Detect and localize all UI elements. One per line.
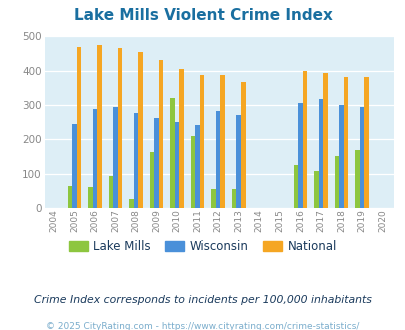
Bar bbox=[215, 111, 220, 208]
Bar bbox=[170, 98, 175, 208]
Bar bbox=[72, 124, 77, 208]
Bar bbox=[313, 171, 318, 208]
Bar bbox=[359, 107, 363, 208]
Bar bbox=[134, 113, 138, 208]
Bar bbox=[179, 69, 183, 208]
Bar bbox=[211, 189, 215, 208]
Text: © 2025 CityRating.com - https://www.cityrating.com/crime-statistics/: © 2025 CityRating.com - https://www.city… bbox=[46, 322, 359, 330]
Text: Crime Index corresponds to incidents per 100,000 inhabitants: Crime Index corresponds to incidents per… bbox=[34, 295, 371, 305]
Bar bbox=[343, 77, 347, 208]
Bar bbox=[190, 136, 195, 208]
Bar bbox=[77, 47, 81, 208]
Bar bbox=[236, 115, 241, 208]
Text: Lake Mills Violent Crime Index: Lake Mills Violent Crime Index bbox=[73, 8, 332, 23]
Bar bbox=[97, 45, 102, 208]
Bar bbox=[241, 82, 245, 208]
Bar bbox=[129, 199, 134, 208]
Bar bbox=[113, 107, 117, 208]
Bar bbox=[318, 99, 322, 208]
Bar bbox=[138, 52, 143, 208]
Legend: Lake Mills, Wisconsin, National: Lake Mills, Wisconsin, National bbox=[64, 236, 341, 258]
Bar bbox=[297, 103, 302, 208]
Bar bbox=[199, 75, 204, 208]
Bar bbox=[220, 75, 224, 208]
Bar bbox=[154, 118, 158, 208]
Bar bbox=[195, 125, 199, 208]
Bar bbox=[149, 152, 154, 208]
Bar bbox=[354, 150, 359, 208]
Bar bbox=[302, 71, 307, 208]
Bar bbox=[158, 60, 163, 208]
Bar bbox=[175, 122, 179, 208]
Bar bbox=[109, 176, 113, 208]
Bar bbox=[363, 77, 368, 208]
Bar bbox=[338, 105, 343, 208]
Bar bbox=[117, 48, 122, 208]
Bar bbox=[293, 165, 297, 208]
Bar bbox=[68, 185, 72, 208]
Bar bbox=[92, 110, 97, 208]
Bar bbox=[231, 189, 236, 208]
Bar bbox=[88, 187, 92, 208]
Bar bbox=[322, 73, 327, 208]
Bar bbox=[334, 156, 338, 208]
